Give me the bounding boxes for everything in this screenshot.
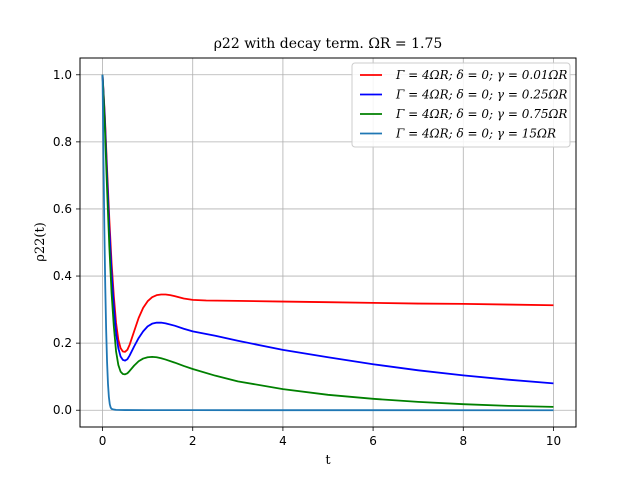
- series-lines: [101, 74, 554, 412]
- series-line-4: [101, 74, 554, 412]
- x-tick-label: 4: [279, 434, 287, 448]
- y-tick-label: 0.6: [53, 202, 72, 216]
- x-tick-label: 8: [459, 434, 467, 448]
- legend-label-2: Γ = 4ΩR; δ = 0; γ = 0.25ΩR: [395, 88, 567, 102]
- y-tick-label: 0.4: [53, 269, 72, 283]
- y-axis-label: ρ22(t): [33, 222, 48, 262]
- y-tick-label: 0.0: [53, 403, 72, 417]
- x-tick-label: 2: [189, 434, 197, 448]
- legend-label-3: Γ = 4ΩR; δ = 0; γ = 0.75ΩR: [395, 107, 567, 121]
- series-line-2: [101, 74, 554, 385]
- chart-title: ρ22 with decay term. ΩR = 1.75: [214, 36, 443, 52]
- series-line-3: [101, 74, 554, 408]
- y-tick-label: 0.2: [53, 336, 72, 350]
- x-tick-label: 6: [369, 434, 377, 448]
- legend-box: [351, 62, 571, 148]
- x-axis-label: t: [325, 453, 331, 468]
- legend: Γ = 4ΩR; δ = 0; γ = 0.01ΩR Γ = 4ΩR; δ = 0…: [351, 62, 571, 148]
- legend-label-1: Γ = 4ΩR; δ = 0; γ = 0.01ΩR: [395, 68, 567, 82]
- axis-ticks: 0 2 4 6 8 10 0.0 0.2 0.4 0.6 0.8 1.0: [53, 68, 561, 448]
- x-tick-label: 0: [99, 434, 107, 448]
- x-tick-label: 10: [546, 434, 561, 448]
- y-tick-label: 0.8: [53, 135, 72, 149]
- plot-frame: [79, 57, 577, 428]
- y-tick-label: 1.0: [53, 68, 72, 82]
- legend-label-4: Γ = 4ΩR; δ = 0; γ = 15ΩR: [395, 127, 556, 141]
